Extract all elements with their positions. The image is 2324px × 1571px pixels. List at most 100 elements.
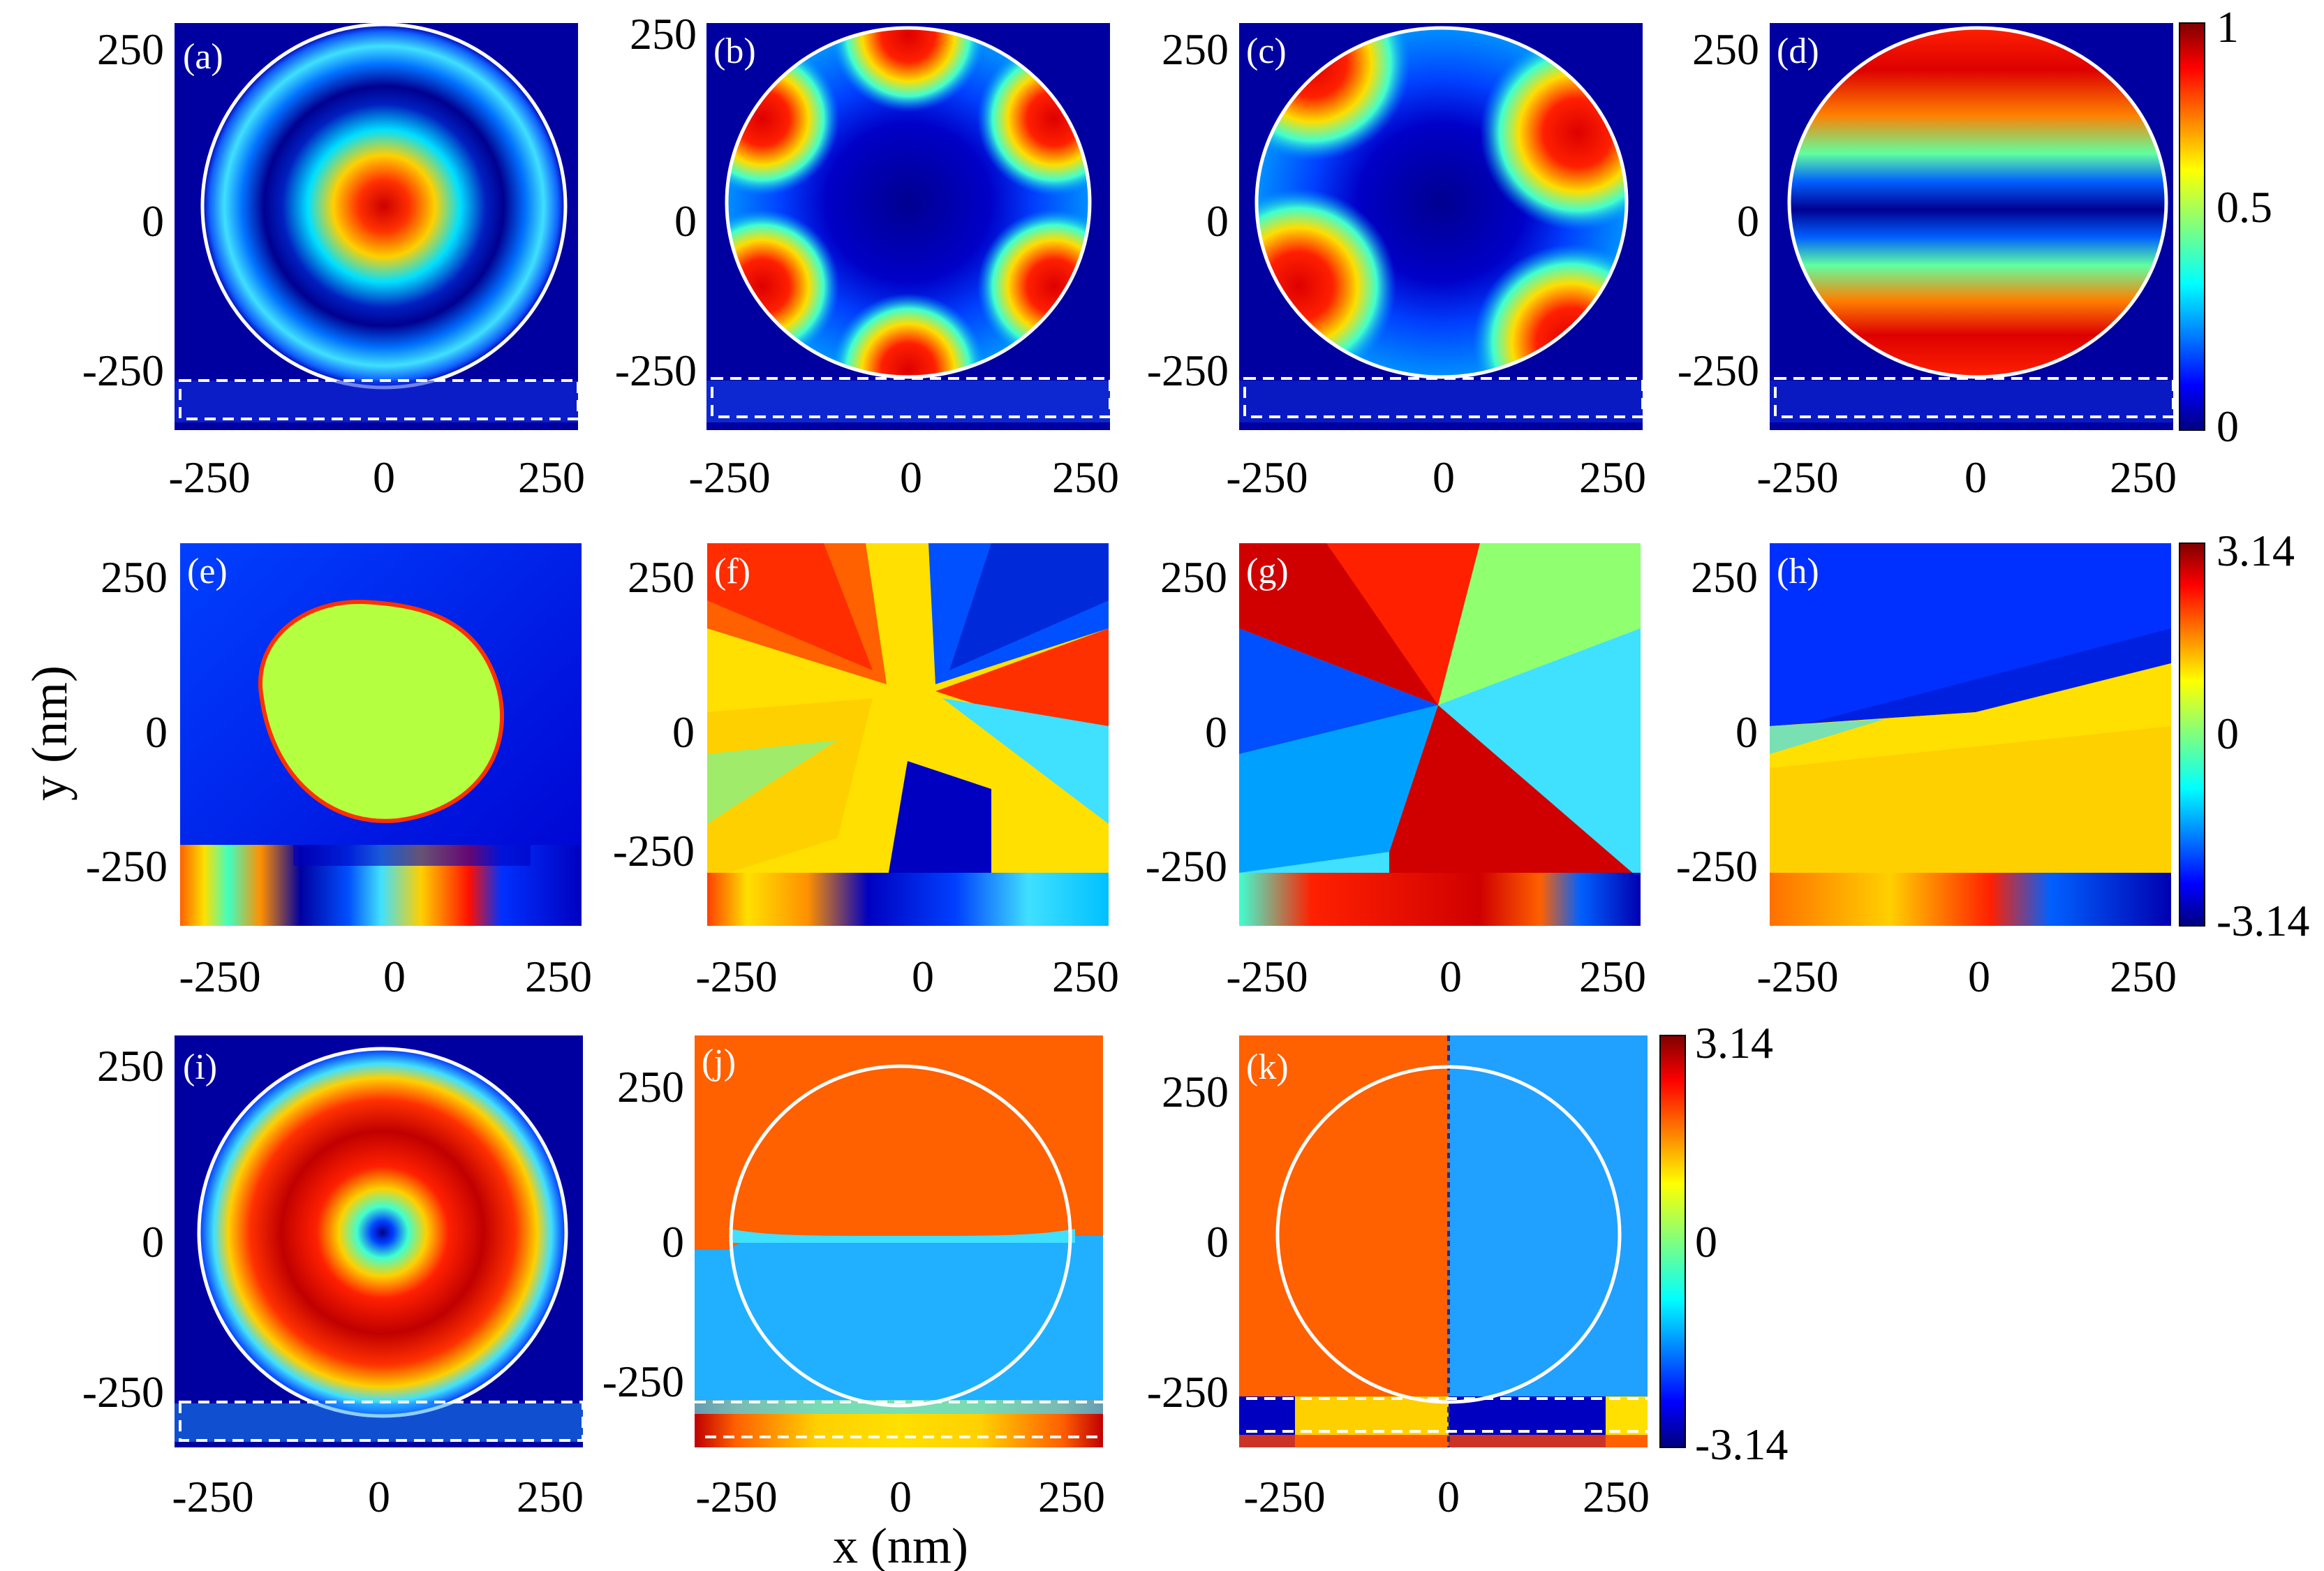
panel-d-label: (d) [1777,31,1819,71]
e-xtick-neg250: -250 [179,952,260,1001]
panel-d-intensity [1789,28,2166,377]
colorbar-phase-h-mid: 0 [2216,709,2239,758]
a-xtick-250: 250 [518,452,585,502]
panel-g-substrate-phase [1239,873,1641,926]
colorbar-phase-k-top: 3.14 [1695,1018,1773,1068]
colorbar-intensity-bot: 0 [2216,401,2239,451]
i-ytick-0: 0 [142,1217,164,1267]
f-ytick-250: 250 [628,552,695,602]
k-ytick-250: 250 [1162,1067,1229,1116]
j-ytick-250: 250 [617,1062,684,1112]
panel-c-substrate-box [1243,377,1644,418]
y-axis-label: y (nm) [22,665,77,801]
a-ytick-neg250: -250 [82,346,164,395]
panel-i-intensity [199,1049,566,1416]
g-xtick-250: 250 [1579,952,1646,1001]
c-xtick-0: 0 [1433,452,1455,502]
panel-f-label: (f) [714,552,750,591]
f-ytick-0: 0 [672,707,695,757]
k-xtick-250: 250 [1583,1472,1650,1521]
panel-c-particle-outline [1254,26,1629,379]
h-ytick-0: 0 [1735,707,1758,757]
colorbar-intensity-bar [2179,22,2205,431]
panel-a-label: (a) [183,37,223,77]
h-xtick-neg250: -250 [1756,952,1838,1001]
e-ytick-0: 0 [145,707,168,757]
k-ytick-0: 0 [1206,1217,1229,1267]
e-ytick-250: 250 [101,552,168,602]
panel-g-label: (g) [1246,552,1289,591]
d-xtick-0: 0 [1964,452,1987,502]
h-ytick-250: 250 [1691,552,1758,602]
panel-i: (i) [175,1035,584,1447]
k-xtick-0: 0 [1437,1472,1460,1521]
i-ytick-neg250: -250 [82,1367,164,1417]
g-ytick-0: 0 [1205,707,1227,757]
c-ytick-neg250: -250 [1147,346,1229,395]
i-ytick-250: 250 [97,1041,164,1091]
panel-b-particle-outline [725,26,1092,379]
panel-k-particle-outline [1275,1065,1622,1404]
colorbar-intensity-mid: 0.5 [2216,182,2272,232]
f-xtick-neg250: -250 [695,952,777,1001]
h-xtick-0: 0 [1968,952,1990,1001]
panel-e-label: (e) [187,552,228,591]
d-ytick-0: 0 [1737,196,1759,246]
colorbar-phase-h-bot: -3.14 [2216,896,2309,945]
g-ytick-neg250: -250 [1146,841,1227,891]
panel-c-label: (c) [1246,31,1287,71]
b-ytick-0: 0 [674,196,697,246]
colorbar-phase-h-bar [2179,543,2205,927]
k-xtick-neg250: -250 [1243,1472,1325,1521]
panel-g: (g) [1239,543,1641,926]
panel-d: (d) [1770,23,2175,430]
d-xtick-neg250: -250 [1756,452,1838,502]
x-axis-label: x (nm) [833,1518,968,1571]
panel-b: (b) [706,23,1111,430]
panel-e-particle-phase [258,599,504,823]
j-xtick-neg250: -250 [695,1472,777,1521]
k-ytick-neg250: -250 [1147,1367,1229,1417]
panel-j: (j) [695,1035,1103,1447]
panel-i-substrate-box [179,1401,584,1442]
panel-i-substrate-field [175,1403,583,1442]
colorbar-intensity: 1 0.5 0 [2179,2,2272,451]
b-xtick-250: 250 [1052,452,1119,502]
a-xtick-neg250: -250 [168,452,250,502]
panel-c: (c) [1239,23,1644,430]
d-ytick-neg250: -250 [1678,346,1759,395]
h-ytick-neg250: -250 [1676,841,1758,891]
f-xtick-250: 250 [1052,952,1119,1001]
e-xtick-0: 0 [383,952,406,1001]
panel-k-right-half [1449,1035,1648,1447]
j-xtick-0: 0 [889,1472,912,1521]
b-xtick-neg250: -250 [688,452,770,502]
c-ytick-250: 250 [1162,24,1229,74]
i-xtick-0: 0 [368,1472,390,1521]
panel-a-substrate-field [175,381,578,422]
colorbar-intensity-top: 1 [2216,2,2239,52]
a-xtick-0: 0 [373,452,395,502]
i-xtick-250: 250 [517,1472,584,1521]
panel-a-intensity [202,24,565,388]
panel-h: (h) [1770,543,2171,926]
colorbar-phase-k-bot: -3.14 [1695,1419,1788,1469]
a-ytick-250: 250 [97,24,164,74]
i-xtick-neg250: -250 [172,1472,253,1521]
j-xtick-250: 250 [1038,1472,1105,1521]
row2-ticks: 250 0 -250 -250 0 250 250 0 -250 -250 0 … [86,552,2177,1001]
b-ytick-neg250: -250 [615,346,697,395]
colorbar-phase-k: 3.14 0 -3.14 [1659,1018,1788,1469]
a-ytick-0: 0 [142,196,164,246]
row3-ticks: 250 0 -250 -250 0 250 250 0 -250 -250 0 … [82,1041,1650,1521]
colorbar-phase-k-mid: 0 [1695,1217,1717,1267]
panel-d-substrate-box [1774,377,2175,418]
colorbar-phase-h-top: 3.14 [2216,526,2295,575]
d-xtick-250: 250 [2110,452,2177,502]
panel-i-label: (i) [183,1047,217,1087]
d-ytick-250: 250 [1692,24,1759,74]
c-xtick-neg250: -250 [1226,452,1308,502]
f-xtick-0: 0 [912,952,934,1001]
c-ytick-0: 0 [1206,196,1229,246]
